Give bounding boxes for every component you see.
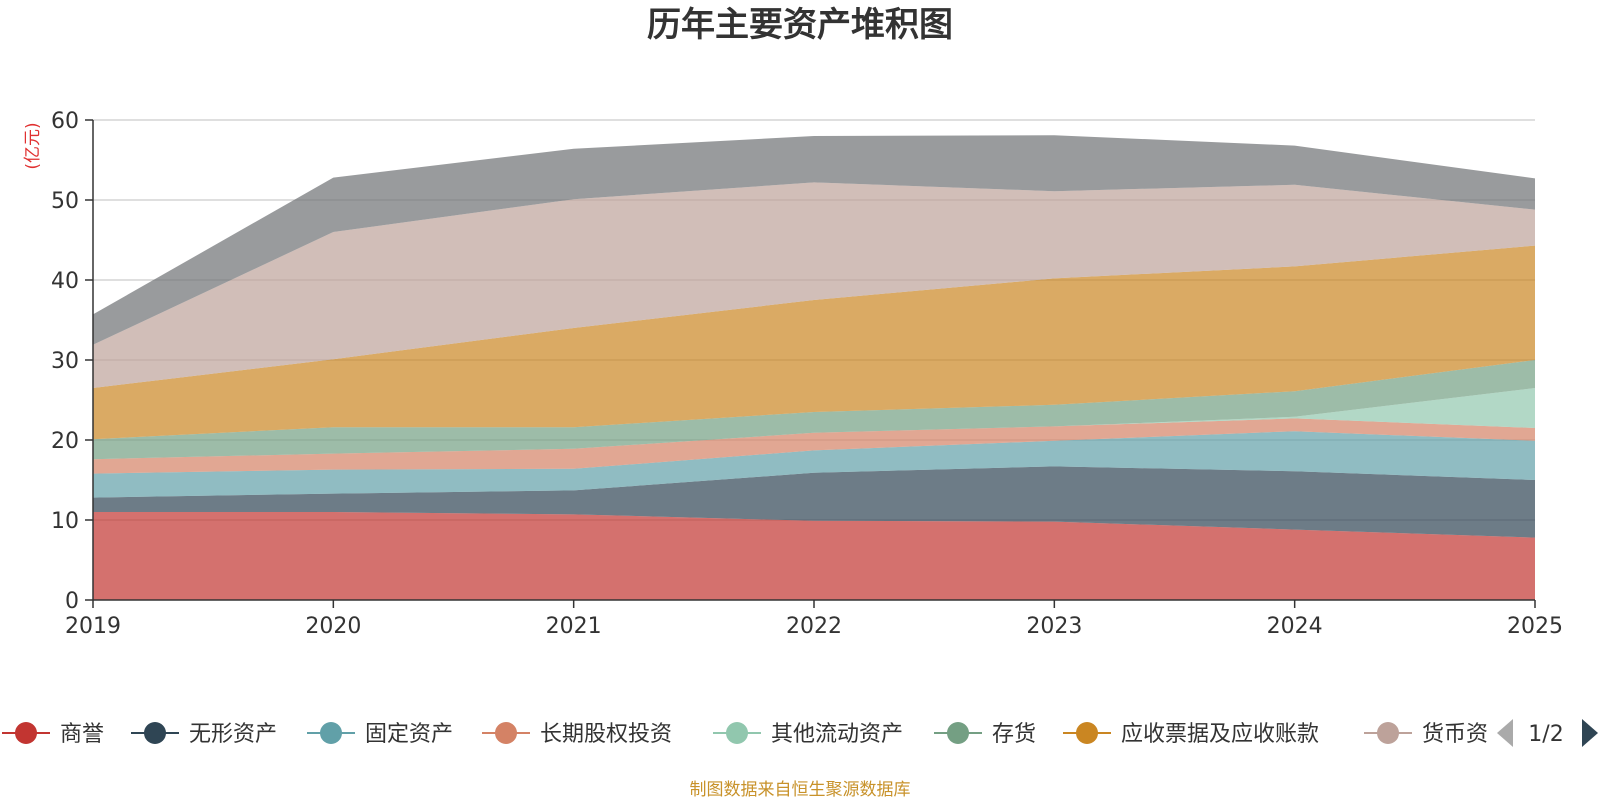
y-tick-label: 40 bbox=[51, 269, 79, 294]
y-tick-label: 0 bbox=[65, 589, 79, 614]
legend-label: 存货 bbox=[992, 722, 1036, 747]
legend-item[interactable]: 存货 bbox=[934, 722, 1036, 747]
source-note: 制图数据来自恒生聚源数据库 bbox=[690, 780, 911, 800]
x-tick-label: 2022 bbox=[786, 614, 842, 639]
legend-label: 无形资产 bbox=[189, 722, 277, 747]
legend-item[interactable]: 商誉 bbox=[2, 722, 104, 747]
legend-next-icon[interactable] bbox=[1582, 719, 1598, 747]
legend-label: 应收票据及应收账款 bbox=[1121, 722, 1319, 747]
x-tick-label: 2021 bbox=[546, 614, 602, 639]
legend-item[interactable]: 应收票据及应收账款 bbox=[1063, 722, 1319, 747]
y-tick-label: 50 bbox=[51, 189, 79, 214]
area-series bbox=[93, 135, 1535, 600]
area-固定资产 bbox=[93, 431, 1535, 498]
legend-marker bbox=[726, 722, 748, 744]
legend-item[interactable]: 长期股权投资 bbox=[482, 722, 672, 747]
legend-marker bbox=[144, 722, 166, 744]
legend-pagination[interactable]: 1/2 bbox=[1497, 719, 1598, 747]
y-tick-label: 20 bbox=[51, 429, 79, 454]
legend-marker bbox=[947, 722, 969, 744]
area-货币资金 bbox=[93, 182, 1535, 388]
legend-marker bbox=[320, 722, 342, 744]
area-存货 bbox=[93, 360, 1535, 460]
y-axis-unit: (亿元) bbox=[23, 122, 43, 169]
y-tick-label: 30 bbox=[51, 349, 79, 374]
legend-marker bbox=[1076, 722, 1098, 744]
legend-item[interactable]: 无形资产 bbox=[131, 722, 277, 747]
legend-marker bbox=[495, 722, 517, 744]
area-无形资产 bbox=[93, 466, 1535, 538]
y-tick-label: 10 bbox=[51, 509, 79, 534]
legend-prev-icon[interactable] bbox=[1497, 719, 1513, 747]
legend-page-indicator: 1/2 bbox=[1528, 722, 1563, 747]
axes: 0 10 20 30 40 50 60 2019 2020 2021 2022 2023 2024 202… bbox=[51, 109, 1563, 639]
x-tick-label: 2023 bbox=[1026, 614, 1082, 639]
legend-label: 货币资 bbox=[1422, 722, 1488, 747]
legend-label: 固定资产 bbox=[365, 722, 453, 747]
x-tick-label: 2019 bbox=[65, 614, 121, 639]
y-tick-label: 60 bbox=[51, 109, 79, 134]
legend-label: 长期股权投资 bbox=[540, 722, 672, 747]
area-商誉 bbox=[93, 512, 1535, 600]
legend-item[interactable]: 其他流动资产 bbox=[713, 722, 903, 747]
area-其他 bbox=[93, 135, 1535, 345]
legend-marker bbox=[15, 722, 37, 744]
area-应收票据及应收账款 bbox=[93, 245, 1535, 440]
x-tick-label: 2025 bbox=[1507, 614, 1563, 639]
legend-item[interactable]: 货币资 bbox=[1364, 722, 1488, 747]
legend-item[interactable]: 固定资产 bbox=[307, 722, 453, 747]
legend-label: 商誉 bbox=[60, 722, 104, 747]
legend-marker bbox=[1377, 722, 1399, 744]
legend[interactable]: 商誉 无形资产 固定资产 长期股权投资 其他流动资产 存货 应收票据及应收账款 货币资 bbox=[2, 722, 1488, 747]
area-长期股权投资 bbox=[93, 418, 1535, 474]
x-tick-label: 2020 bbox=[305, 614, 361, 639]
x-tick-label: 2024 bbox=[1267, 614, 1323, 639]
legend-label: 其他流动资产 bbox=[771, 722, 903, 747]
chart-title: 历年主要资产堆积图 bbox=[647, 5, 953, 45]
